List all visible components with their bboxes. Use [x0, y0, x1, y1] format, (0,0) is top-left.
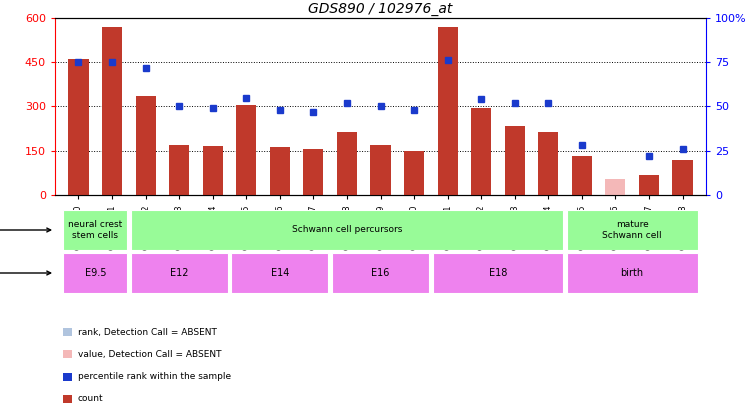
Text: value, Detection Call = ABSENT: value, Detection Call = ABSENT [77, 350, 221, 359]
Bar [672, 160, 692, 195]
Bar [337, 132, 357, 195]
Bar [639, 175, 659, 195]
Bar [135, 96, 155, 195]
Bar [131, 253, 228, 293]
Text: neural crest
stem cells: neural crest stem cells [68, 220, 122, 240]
Text: age: age [0, 268, 50, 278]
Text: mature
Schwann cell: mature Schwann cell [602, 220, 662, 240]
Bar [63, 210, 127, 250]
Bar [332, 253, 429, 293]
Title: GDS890 / 102976_at: GDS890 / 102976_at [309, 2, 453, 15]
Bar [270, 147, 290, 195]
Bar [567, 253, 698, 293]
Bar [538, 132, 558, 195]
Text: percentile rank within the sample: percentile rank within the sample [77, 372, 231, 381]
Bar [68, 59, 89, 195]
Bar [505, 126, 525, 195]
Text: rank, Detection Call = ABSENT: rank, Detection Call = ABSENT [77, 328, 216, 337]
Bar [404, 151, 424, 195]
Bar [572, 156, 592, 195]
Bar [471, 108, 491, 195]
Text: Schwann cell percursors: Schwann cell percursors [291, 226, 402, 234]
Text: E9.5: E9.5 [85, 268, 106, 278]
Text: count: count [77, 394, 103, 403]
Bar [567, 210, 698, 250]
Bar [237, 105, 256, 195]
Bar [605, 179, 626, 195]
Bar [438, 27, 457, 195]
Bar [203, 146, 223, 195]
Bar [303, 149, 324, 195]
Text: development stage: development stage [0, 225, 50, 235]
Text: E12: E12 [170, 268, 189, 278]
Text: E14: E14 [270, 268, 289, 278]
Bar [231, 253, 328, 293]
Text: E18: E18 [489, 268, 507, 278]
Bar [63, 253, 127, 293]
Bar [433, 253, 563, 293]
Bar [169, 145, 189, 195]
Text: birth: birth [620, 268, 644, 278]
Bar [131, 210, 563, 250]
Bar [370, 145, 391, 195]
Text: E16: E16 [371, 268, 390, 278]
Bar [102, 27, 122, 195]
